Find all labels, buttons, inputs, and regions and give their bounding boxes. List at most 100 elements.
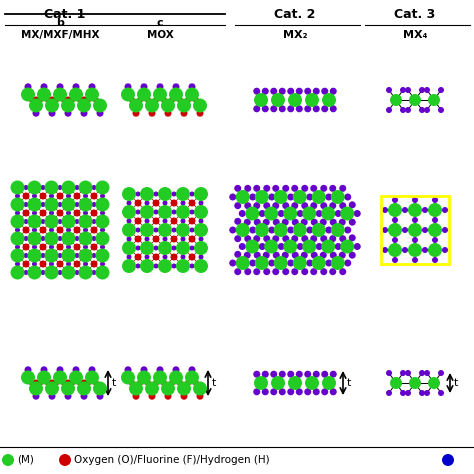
Circle shape — [199, 201, 203, 206]
Circle shape — [32, 262, 37, 266]
Circle shape — [274, 223, 288, 237]
Circle shape — [321, 88, 328, 95]
Circle shape — [229, 193, 236, 201]
Circle shape — [305, 376, 319, 390]
Circle shape — [388, 223, 402, 237]
Circle shape — [229, 259, 236, 266]
Circle shape — [62, 181, 75, 194]
Circle shape — [153, 88, 167, 101]
Circle shape — [135, 200, 142, 207]
Circle shape — [40, 270, 46, 275]
Circle shape — [66, 262, 71, 266]
Circle shape — [176, 259, 190, 273]
Circle shape — [56, 210, 64, 217]
Circle shape — [263, 268, 270, 275]
Circle shape — [193, 97, 199, 103]
Circle shape — [325, 193, 332, 201]
Circle shape — [282, 202, 289, 209]
Circle shape — [49, 210, 54, 216]
Circle shape — [249, 193, 256, 201]
Circle shape — [428, 243, 442, 257]
Circle shape — [22, 261, 29, 267]
Circle shape — [234, 235, 241, 242]
Circle shape — [158, 241, 172, 255]
Circle shape — [2, 454, 14, 466]
Circle shape — [100, 262, 105, 266]
Circle shape — [263, 219, 270, 226]
Circle shape — [234, 185, 241, 192]
Circle shape — [40, 83, 47, 91]
Circle shape — [57, 219, 63, 224]
Circle shape — [442, 247, 448, 253]
Circle shape — [234, 218, 241, 225]
Circle shape — [77, 97, 83, 103]
Circle shape — [253, 185, 260, 192]
Circle shape — [33, 392, 39, 400]
Circle shape — [57, 253, 63, 258]
Circle shape — [74, 270, 80, 275]
Circle shape — [74, 202, 80, 207]
Circle shape — [199, 237, 203, 241]
Circle shape — [190, 191, 194, 197]
Circle shape — [177, 97, 183, 103]
Circle shape — [15, 245, 20, 249]
Circle shape — [64, 97, 72, 103]
Circle shape — [24, 253, 28, 258]
Circle shape — [282, 185, 289, 192]
Circle shape — [189, 366, 195, 374]
Circle shape — [121, 371, 135, 384]
Circle shape — [145, 201, 149, 206]
Text: t: t — [347, 378, 351, 388]
Circle shape — [278, 243, 285, 250]
Circle shape — [73, 366, 80, 374]
Circle shape — [349, 234, 356, 241]
Circle shape — [296, 88, 303, 95]
Circle shape — [262, 88, 269, 95]
Circle shape — [59, 454, 71, 466]
Circle shape — [181, 219, 185, 224]
Circle shape — [189, 254, 195, 261]
Circle shape — [236, 256, 250, 270]
Circle shape — [424, 87, 430, 93]
Circle shape — [135, 236, 142, 243]
Circle shape — [194, 223, 208, 237]
Circle shape — [22, 227, 29, 234]
Circle shape — [91, 270, 97, 275]
Circle shape — [27, 215, 42, 228]
Circle shape — [293, 223, 307, 237]
Circle shape — [321, 105, 328, 112]
Circle shape — [85, 380, 91, 386]
Circle shape — [330, 371, 337, 378]
Circle shape — [190, 246, 194, 250]
Circle shape — [325, 259, 332, 266]
Circle shape — [428, 94, 440, 106]
Circle shape — [97, 109, 103, 117]
Circle shape — [81, 109, 88, 117]
Circle shape — [400, 390, 406, 396]
Circle shape — [127, 219, 131, 224]
Circle shape — [279, 88, 286, 95]
Circle shape — [169, 88, 183, 101]
Circle shape — [321, 239, 335, 254]
Circle shape — [301, 235, 308, 242]
Circle shape — [85, 88, 99, 101]
Circle shape — [320, 202, 327, 209]
Circle shape — [48, 380, 55, 386]
Circle shape — [154, 228, 158, 233]
Circle shape — [163, 219, 167, 224]
Circle shape — [311, 252, 318, 259]
Circle shape — [287, 105, 294, 112]
Circle shape — [229, 227, 236, 234]
Circle shape — [268, 193, 275, 201]
Circle shape — [45, 231, 58, 246]
Circle shape — [270, 371, 277, 378]
Circle shape — [173, 83, 180, 91]
Circle shape — [148, 109, 155, 117]
Circle shape — [422, 207, 428, 213]
Circle shape — [253, 371, 260, 378]
Circle shape — [442, 207, 448, 213]
Circle shape — [306, 193, 313, 201]
Circle shape — [335, 243, 342, 250]
Circle shape — [79, 231, 92, 246]
Circle shape — [282, 268, 289, 275]
